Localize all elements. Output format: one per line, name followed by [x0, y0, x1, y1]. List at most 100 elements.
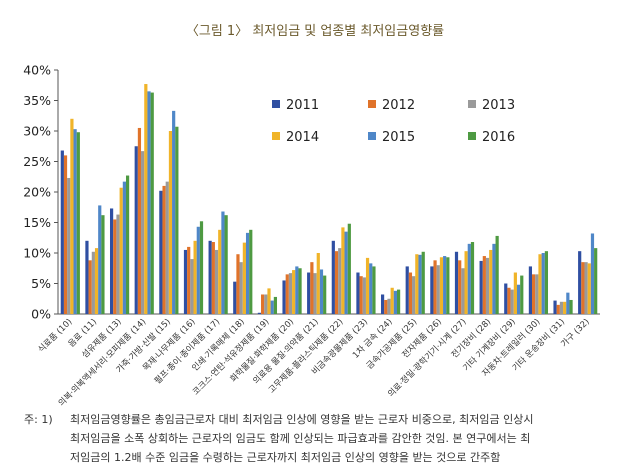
- bar-2012-5: [162, 185, 166, 314]
- bar-2012-16: [433, 260, 437, 314]
- bar-2016-13: [372, 266, 376, 314]
- legend-label-2014: 2014: [286, 130, 319, 145]
- figure-title: 〈그림 1〉 최저임금 및 업종별 최저임금영향률: [185, 24, 445, 39]
- bar-2015-3: [122, 181, 126, 314]
- bar-2015-7: [221, 211, 225, 314]
- bar-2014-13: [365, 257, 370, 314]
- bar-2012-17: [458, 260, 462, 314]
- bar-2012-3: [113, 219, 117, 314]
- footnote-line: 최저임금영향률은 총임금근로자 대비 최저임금 인상에 영향을 받는 근로자 비…: [70, 413, 534, 426]
- bar-2013-16: [436, 265, 440, 314]
- bar-2011-17: [454, 251, 459, 314]
- x-tick-label: 식료품 (10): [37, 317, 75, 355]
- bar-2014-5: [168, 131, 173, 314]
- bar-2012-11: [310, 262, 314, 314]
- bar-2013-17: [461, 268, 465, 314]
- bar-2016-9: [273, 296, 278, 314]
- bar-2013-15: [412, 276, 416, 314]
- legend-label-2012: 2012: [382, 98, 415, 113]
- bar-2013-7: [214, 249, 219, 314]
- bar-2014-10: [292, 270, 296, 314]
- bar-2015-21: [566, 292, 570, 314]
- bar-2011-1: [60, 150, 64, 314]
- bar-2011-2: [85, 240, 89, 314]
- bar-2016-2: [101, 215, 105, 314]
- bar-2015-18: [492, 243, 496, 314]
- bar-2014-12: [341, 227, 345, 314]
- bar-2016-20: [544, 251, 549, 314]
- bar-2014-21: [563, 301, 567, 314]
- bar-2014-22: [587, 263, 591, 314]
- footnote-label: 주: 1): [24, 413, 53, 426]
- bar-2011-10: [282, 280, 286, 314]
- y-tick-label: 25%: [23, 154, 51, 169]
- bar-2014-11: [316, 253, 320, 314]
- bar-2015-10: [295, 266, 299, 314]
- bar-2013-13: [362, 277, 366, 314]
- footnote-body: 최저임금영향률은 총임금근로자 대비 최저임금 인상에 영향을 받는 근로자 비…: [70, 410, 620, 467]
- bar-2014-20: [538, 254, 542, 314]
- bar-2011-14: [380, 294, 385, 314]
- bar-2012-14: [384, 299, 388, 314]
- bar-2016-6: [199, 221, 204, 314]
- bar-2012-22: [581, 262, 585, 314]
- bar-2015-5: [172, 110, 176, 314]
- bar-2016-19: [520, 275, 524, 314]
- bar-2013-4: [141, 151, 145, 314]
- bar-2015-4: [147, 91, 151, 314]
- bar-2015-19: [516, 284, 521, 314]
- bar-2012-13: [359, 276, 363, 314]
- bar-2016-15: [421, 251, 425, 314]
- bar-2011-7: [208, 240, 212, 314]
- footnote-line: 최저임금을 소폭 상회하는 근로자의 임금도 함께 인상되는 파급효과를 감안한…: [70, 432, 531, 445]
- bar-2013-19: [510, 289, 514, 314]
- bar-2016-5: [175, 126, 179, 314]
- bar-2015-15: [418, 254, 422, 314]
- bar-2015-17: [467, 243, 471, 314]
- bar-2014-1: [70, 118, 74, 314]
- bar-2014-7: [218, 229, 222, 314]
- y-tick-label: 10%: [23, 246, 51, 261]
- bar-2014-4: [144, 84, 148, 314]
- bar-2015-20: [541, 253, 545, 314]
- bar-2016-21: [569, 299, 573, 314]
- bar-2016-1: [76, 132, 80, 314]
- bar-2013-12: [338, 248, 342, 314]
- bar-2011-13: [356, 272, 360, 314]
- bar-2012-8: [236, 254, 240, 314]
- bar-2015-9: [270, 300, 274, 314]
- legend-label-2011: 2011: [286, 98, 319, 113]
- y-tick-label: 30%: [23, 124, 51, 139]
- bar-2014-15: [415, 254, 419, 314]
- bar-2012-2: [88, 260, 92, 314]
- bar-2016-3: [125, 175, 130, 314]
- bar-2012-12: [334, 251, 339, 314]
- bar-2014-17: [464, 251, 468, 314]
- bar-2011-8: [233, 281, 237, 314]
- y-tick-label: 40%: [23, 63, 51, 78]
- bar-2013-18: [485, 257, 490, 314]
- bar-2011-19: [504, 283, 508, 314]
- bar-2013-11: [313, 273, 317, 314]
- bar-2011-3: [109, 208, 114, 314]
- bar-2011-5: [159, 190, 163, 314]
- bar-2011-4: [134, 146, 138, 314]
- bar-2016-22: [594, 248, 598, 314]
- bar-2015-8: [245, 232, 250, 314]
- bar-2013-14: [387, 298, 391, 314]
- legend-label-2015: 2015: [382, 130, 415, 145]
- bar-2011-6: [183, 249, 188, 314]
- bar-2011-22: [578, 251, 582, 314]
- bar-2012-4: [137, 127, 142, 314]
- legend-swatch-2015: [368, 132, 376, 140]
- bar-2012-15: [408, 272, 413, 314]
- bar-2013-9: [264, 294, 268, 314]
- bar-2011-18: [479, 260, 483, 314]
- bar-2012-1: [63, 155, 68, 314]
- legend-swatch-2014: [272, 132, 280, 140]
- bar-2015-14: [393, 290, 397, 314]
- bar-2015-6: [196, 226, 200, 314]
- bar-2011-12: [331, 240, 335, 314]
- bar-2012-9: [261, 294, 265, 314]
- bar-2012-20: [532, 274, 536, 314]
